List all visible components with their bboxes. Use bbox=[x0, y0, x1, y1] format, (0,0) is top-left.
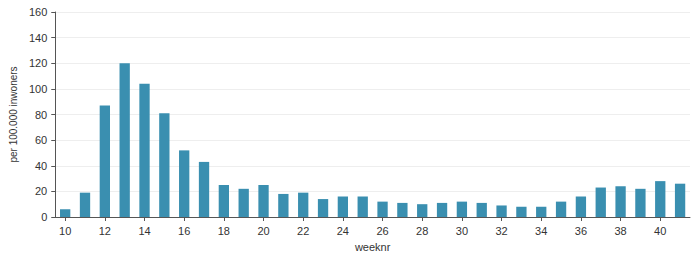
svg-text:100: 100 bbox=[29, 83, 47, 95]
svg-text:12: 12 bbox=[99, 225, 111, 237]
svg-text:80: 80 bbox=[35, 109, 47, 121]
svg-text:60: 60 bbox=[35, 134, 47, 146]
svg-text:40: 40 bbox=[35, 160, 47, 172]
svg-text:14: 14 bbox=[138, 225, 150, 237]
svg-text:26: 26 bbox=[376, 225, 388, 237]
svg-text:20: 20 bbox=[257, 225, 269, 237]
svg-text:weeknr: weeknr bbox=[354, 241, 391, 253]
svg-text:24: 24 bbox=[337, 225, 349, 237]
svg-text:16: 16 bbox=[178, 225, 190, 237]
svg-text:22: 22 bbox=[297, 225, 309, 237]
svg-text:18: 18 bbox=[218, 225, 230, 237]
svg-text:per 100.000 inwoners: per 100.000 inwoners bbox=[8, 66, 19, 162]
svg-text:10: 10 bbox=[59, 225, 71, 237]
svg-text:0: 0 bbox=[41, 211, 47, 223]
svg-text:120: 120 bbox=[29, 57, 47, 69]
svg-text:28: 28 bbox=[416, 225, 428, 237]
svg-text:36: 36 bbox=[575, 225, 587, 237]
svg-text:140: 140 bbox=[29, 32, 47, 44]
svg-text:34: 34 bbox=[535, 225, 547, 237]
svg-text:20: 20 bbox=[35, 185, 47, 197]
svg-text:32: 32 bbox=[495, 225, 507, 237]
svg-text:40: 40 bbox=[654, 225, 666, 237]
svg-text:38: 38 bbox=[614, 225, 626, 237]
svg-text:30: 30 bbox=[456, 225, 468, 237]
svg-text:160: 160 bbox=[29, 6, 47, 18]
